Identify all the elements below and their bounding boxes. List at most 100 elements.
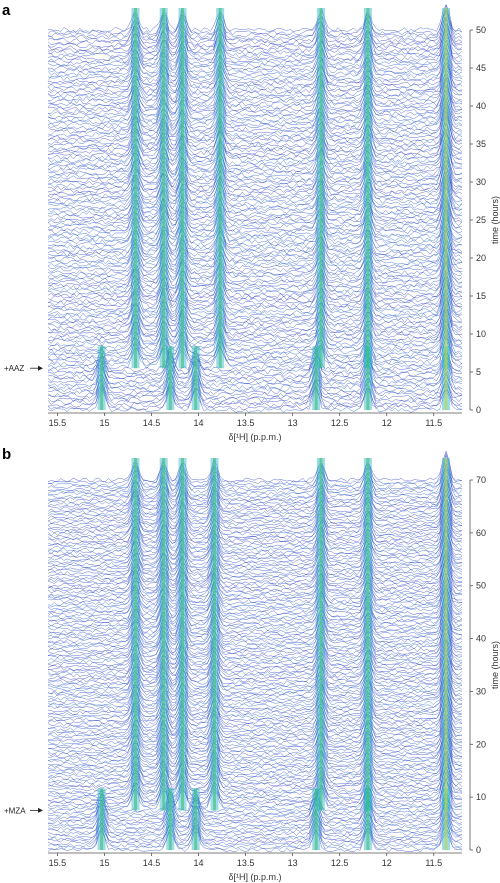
spectrum-trace: [47, 807, 463, 830]
spectrum-trace: [47, 762, 463, 792]
spectrum-trace: [47, 622, 463, 655]
spectrum-trace: [47, 270, 463, 304]
spectrum-trace: [47, 293, 462, 327]
spectrum-trace: [47, 171, 463, 202]
x-tick-label: 15.5: [49, 418, 67, 428]
spectrum-trace: [47, 181, 463, 214]
spectrum-trace: [47, 487, 463, 518]
spectrum-trace: [47, 85, 463, 117]
spectrum-trace: [47, 575, 463, 606]
spectrum-trace: [47, 590, 463, 622]
spectrum-trace: [47, 771, 463, 801]
spectrum-trace: [47, 283, 463, 316]
peak-ridge-core: [181, 458, 184, 811]
spectrum-trace: [47, 796, 463, 820]
panel-a: a δ[¹H] (p.p.m.) time (hours) +AAZ 15.5 1…: [2, 2, 500, 442]
spectrum-trace: [47, 276, 463, 309]
spectrum-trace: [47, 373, 463, 398]
spectrum-trace: [47, 520, 463, 550]
panel-a-letter: a: [2, 2, 11, 19]
spectrum-trace: [47, 827, 463, 851]
spectrum-trace: [47, 109, 463, 143]
spectrum-trace: [47, 659, 463, 690]
spectrum-trace: [47, 68, 462, 100]
peak-ridge-core: [168, 788, 172, 850]
spectrum-trace: [47, 370, 463, 395]
x-tick-label: 14: [194, 418, 204, 428]
spectrum-trace: [47, 29, 463, 61]
spectrum-trace: [47, 150, 463, 181]
y-tick-label: 40: [476, 101, 486, 111]
spectrum-trace: [47, 611, 463, 641]
x-tick-label: 13.5: [237, 858, 255, 868]
spectrum-trace: [47, 596, 463, 627]
peak-ridge-core: [134, 8, 137, 369]
peak-ridge-core: [194, 346, 198, 410]
spectrum-trace: [47, 542, 463, 571]
peak-ridge-core: [366, 788, 370, 850]
panel-b-axes: δ[¹H] (p.p.m.) time (hours) +MZA 15.5 15 1…: [4, 475, 500, 882]
panel-b-annotation-mza: +MZA: [4, 806, 26, 815]
spectrum-trace: [47, 228, 463, 260]
spectrum-trace: [47, 484, 463, 515]
spectrum-trace: [47, 738, 463, 769]
spectrum-trace: [47, 602, 463, 632]
spectrum-trace: [47, 709, 463, 739]
spectrum-trace: [47, 103, 463, 135]
spectrum-trace: [47, 613, 463, 646]
spectrum-trace: [47, 348, 463, 375]
spectrum-trace: [47, 130, 463, 161]
spectrum-trace: [47, 309, 463, 342]
spectrum-trace: [47, 273, 463, 306]
spectrum-trace: [48, 793, 463, 818]
spectrum-trace: [47, 72, 463, 102]
spectrum-trace: [47, 607, 463, 639]
spectrum-trace: [47, 359, 463, 383]
spectrum-trace: [47, 812, 463, 837]
spectrum-trace: [47, 133, 463, 166]
spectrum-trace: [47, 314, 463, 347]
spectrum-trace: [47, 217, 463, 250]
spectrum-trace: [47, 164, 463, 196]
x-tick-label: 12.5: [331, 858, 349, 868]
spectrum-trace: [47, 23, 463, 56]
spectrum-trace: [47, 653, 463, 683]
y-tick-label: 45: [476, 63, 486, 73]
spectrum-trace: [47, 689, 463, 720]
spectrum-trace: [47, 657, 463, 688]
spectrum-trace: [47, 674, 463, 706]
spectrum-trace: [47, 529, 463, 562]
spectrum-trace: [47, 537, 463, 569]
spectrum-trace: [47, 104, 463, 138]
spectrum-trace: [47, 778, 463, 809]
y-tick-label: 40: [476, 634, 486, 644]
peak-ridge-core: [319, 8, 323, 369]
spectrum-trace: [47, 249, 463, 283]
spectrum-trace: [47, 731, 463, 762]
spectrum-trace: [47, 62, 463, 94]
spectrum-trace: [47, 198, 463, 230]
spectrum-trace: [47, 255, 463, 288]
spectrum-trace: [47, 745, 463, 776]
spectrum-trace: [47, 502, 463, 534]
x-tick-label: 11.5: [425, 418, 442, 428]
spectrum-trace: [47, 303, 463, 337]
panel-a-x-axis-label: δ[¹H] (p.p.m.): [228, 432, 281, 442]
spectrum-trace: [47, 792, 463, 816]
peak-ridge-core: [314, 346, 318, 410]
spectrum-trace: [47, 722, 463, 755]
spectrum-trace: [47, 458, 463, 490]
x-tick-label: 14.5: [143, 418, 161, 428]
spectrum-trace: [47, 155, 463, 189]
spectrum-trace: [47, 638, 463, 671]
spectrum-trace: [47, 604, 463, 636]
spectrum-trace: [47, 641, 463, 674]
spectrum-trace: [47, 270, 463, 301]
spectrum-trace: [47, 686, 463, 715]
spectrum-trace: [47, 726, 463, 757]
spectrum-trace: [47, 614, 463, 643]
spectrum-trace: [47, 637, 463, 667]
spectrum-trace: [47, 57, 463, 87]
spectrum-trace: [47, 819, 463, 843]
spectrum-trace: [47, 73, 463, 105]
